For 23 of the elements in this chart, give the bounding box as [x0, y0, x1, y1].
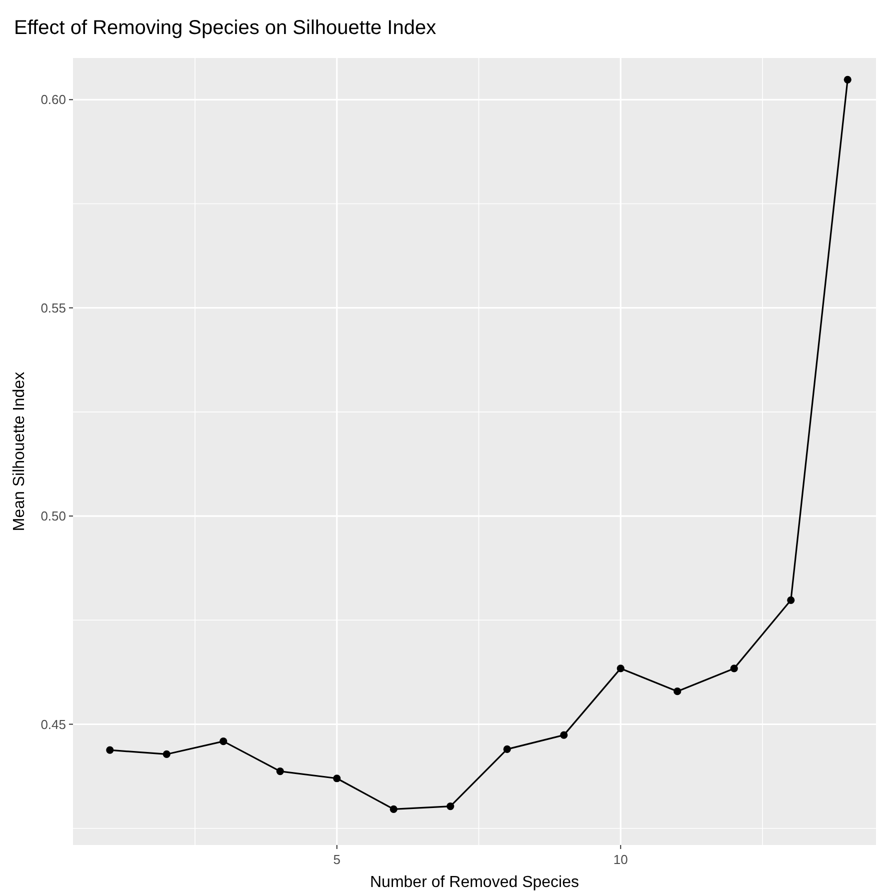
y-tick-label: 0.55 — [40, 300, 66, 316]
point — [844, 76, 852, 84]
y-tick-label: 0.45 — [40, 716, 66, 732]
x-tick-label: 10 — [613, 852, 628, 867]
x-axis-title: Number of Removed Species — [370, 874, 579, 891]
point — [276, 767, 284, 776]
point — [616, 664, 624, 672]
y-axis-title: Mean Silhouette Index — [11, 372, 28, 532]
point — [162, 750, 170, 758]
point — [730, 664, 738, 672]
point — [106, 746, 114, 754]
x-tick-label: 5 — [333, 852, 340, 867]
point — [787, 596, 795, 604]
point — [674, 688, 682, 696]
point — [560, 731, 568, 739]
point — [333, 774, 341, 782]
point — [503, 745, 511, 754]
y-tick-label: 0.50 — [40, 508, 66, 524]
point — [390, 805, 398, 813]
chart-title: Effect of Removing Species on Silhouette Index — [14, 17, 436, 39]
y-tick-label: 0.60 — [40, 92, 66, 108]
point — [446, 802, 454, 810]
point — [220, 738, 228, 746]
